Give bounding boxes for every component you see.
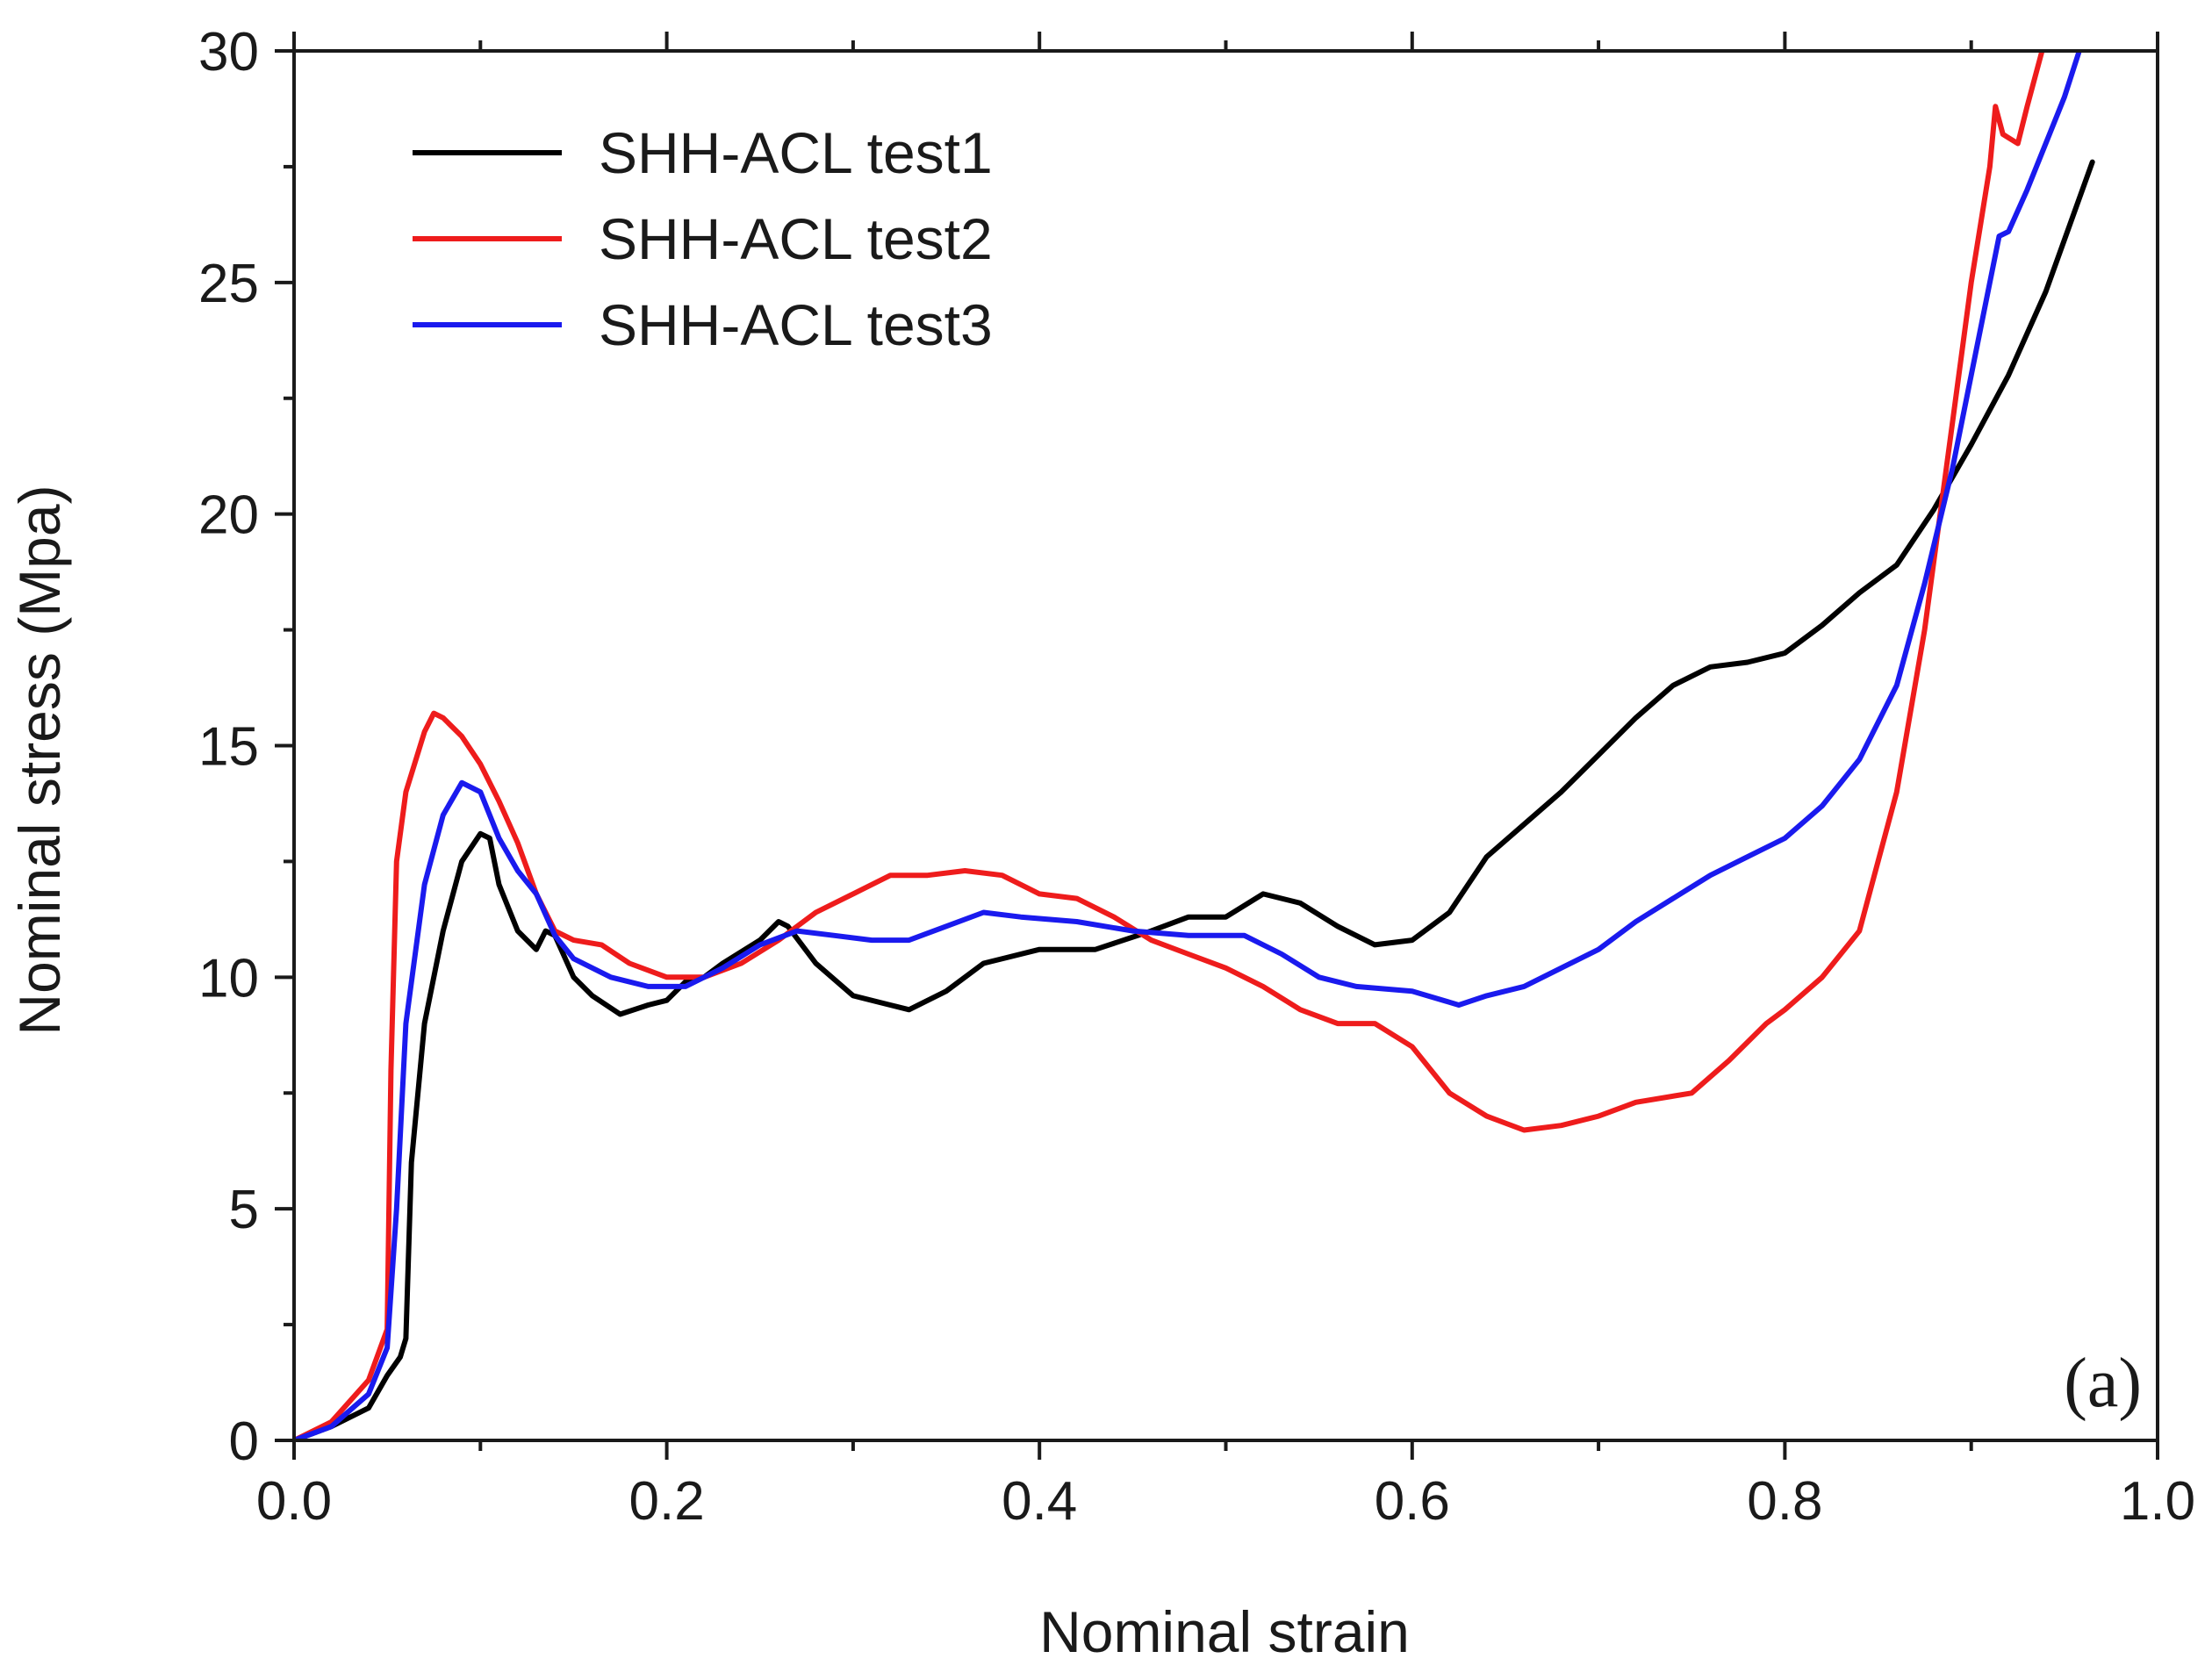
x-tick-label: 0.8 (1747, 1471, 1822, 1532)
series-line-test2 (294, 51, 2045, 1440)
panel-label: (a) (2064, 1345, 2142, 1422)
legend-label-test1: SHH-ACL test1 (599, 120, 993, 185)
series-layer (294, 51, 2095, 1440)
x-tick-label: 0.4 (1002, 1471, 1077, 1532)
plot-frame (292, 49, 2159, 1442)
x-tick-label: 0.0 (256, 1471, 332, 1532)
y-tick-label: 25 (198, 254, 259, 314)
axes-layer (292, 49, 2159, 1442)
y-tick-label: 5 (229, 1180, 259, 1240)
y-tick-label: 0 (229, 1411, 259, 1472)
y-tick-label: 15 (198, 717, 259, 778)
y-axis-title: Nominal stress (Mpa) (7, 485, 72, 1035)
legend: SHH-ACL test1 SHH-ACL test2 SHH-ACL test3 (413, 120, 993, 357)
x-tick-label: 0.2 (628, 1471, 704, 1532)
x-axis-title: Nominal strain (1039, 1599, 1410, 1664)
legend-label-test2: SHH-ACL test2 (599, 206, 993, 271)
series-line-test3 (294, 51, 2082, 1440)
y-tick-label: 30 (198, 22, 259, 83)
series-line-test1 (294, 159, 2095, 1440)
legend-label-test3: SHH-ACL test3 (599, 292, 993, 357)
ticks-layer: 0.0 0.2 0.4 0.6 0.8 1.0 0 5 10 15 20 25 30 (198, 22, 2195, 1532)
x-tick-label: 1.0 (2120, 1471, 2195, 1532)
y-tick-label: 20 (198, 485, 259, 546)
y-tick-label: 10 (198, 948, 259, 1009)
x-tick-label: 0.6 (1375, 1471, 1450, 1532)
